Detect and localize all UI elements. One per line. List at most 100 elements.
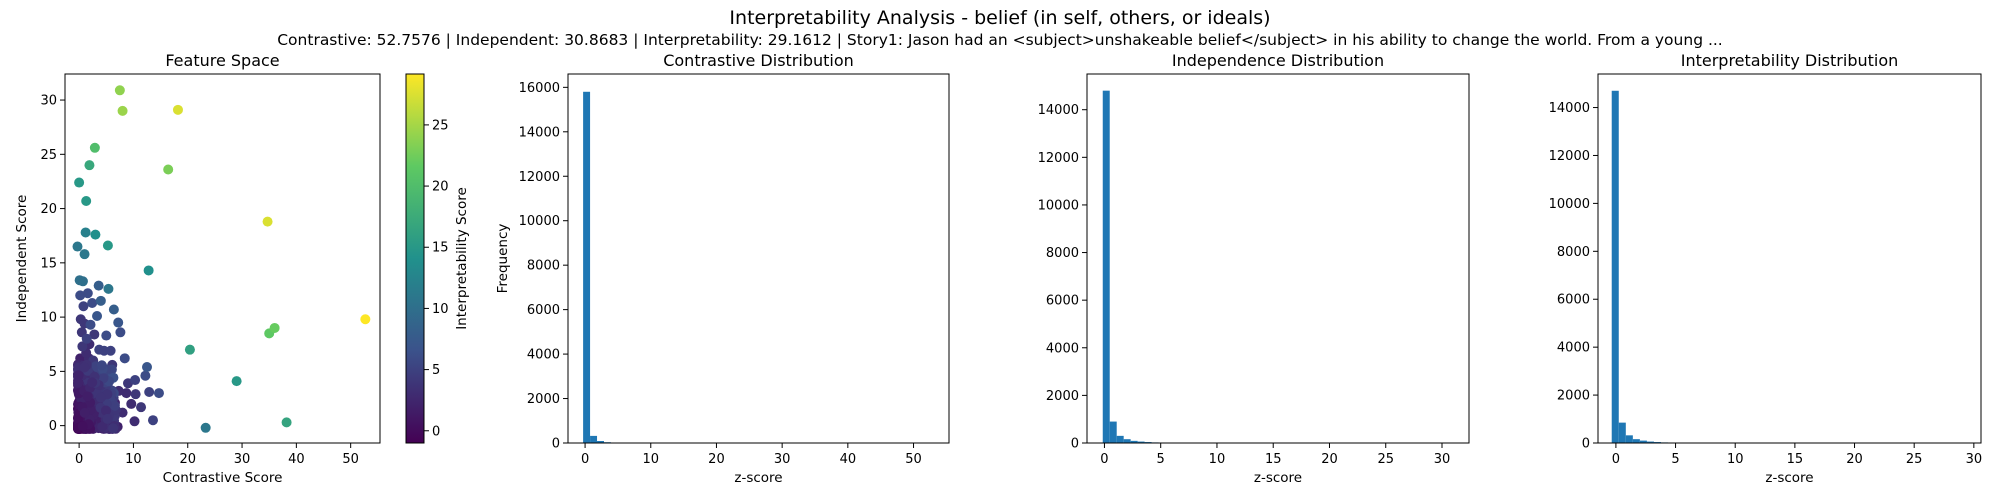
x-tick-label: 0 [1100, 452, 1108, 467]
x-tick-label: 40 [288, 452, 305, 467]
scatter-point [102, 240, 113, 251]
y-tick-label: 8000 [1046, 246, 1079, 261]
scatter-point [172, 104, 183, 115]
scatter-point [360, 314, 371, 325]
scatter-point [87, 377, 98, 388]
y-tick-label: 14000 [1549, 101, 1590, 116]
x-tick-label: 10 [642, 452, 659, 467]
scatter-point [85, 319, 96, 330]
histogram-bar [583, 91, 591, 443]
y-tick-label: 20 [40, 202, 57, 217]
scatter-point [82, 288, 93, 299]
scatter-point [113, 317, 124, 328]
y-tick-label: 10000 [519, 214, 560, 229]
x-tick-label: 20 [708, 452, 725, 467]
x-tick-label: 50 [905, 452, 922, 467]
scatter-point [87, 297, 98, 308]
scatter-point [84, 160, 95, 171]
histogram-bar [597, 440, 604, 443]
scatter-point [140, 370, 151, 381]
feature-space-plot-area [72, 85, 371, 434]
scatter-point [108, 304, 119, 315]
contrastive-dist-plot-area [583, 91, 653, 443]
x-tick-label: 20 [1846, 452, 1863, 467]
interpretability-dist-title: Interpretability Distribution [1681, 51, 1899, 70]
scatter-point [200, 422, 211, 433]
independence-dist-plot-area [1102, 90, 1187, 443]
y-tick-label: 0 [1582, 437, 1590, 452]
y-tick-label: 8000 [1557, 245, 1590, 260]
y-tick-label: 6000 [1046, 294, 1079, 309]
x-tick-label: 10 [1209, 452, 1226, 467]
feature-space-ylabel: Independent Score [14, 195, 30, 323]
x-tick-label: 25 [1377, 452, 1394, 467]
x-tick-label: 20 [179, 452, 196, 467]
colorbar-label: Interpretability Score [454, 187, 470, 330]
scatter-point [163, 164, 174, 175]
scatter-point [144, 386, 155, 397]
scatter-point [147, 415, 158, 426]
scatter-point [95, 295, 106, 306]
y-tick-label: 8000 [527, 259, 560, 274]
histogram-bar [1116, 435, 1124, 443]
y-tick-label: 10000 [1549, 197, 1590, 212]
y-tick-label: 10 [40, 311, 57, 326]
scatter-point [109, 400, 120, 411]
feature-space-frame [64, 73, 381, 444]
colorbar-tick-label: 20 [432, 180, 449, 195]
scatter-point [105, 345, 116, 356]
scatter-point [281, 417, 292, 428]
scatter-point [101, 330, 112, 341]
scatter-point [75, 290, 86, 301]
x-tick-label: 30 [234, 452, 251, 467]
histogram-bar [1625, 435, 1633, 443]
scatter-point [80, 227, 91, 238]
scatter-point [184, 344, 195, 355]
y-tick-label: 30 [40, 94, 57, 109]
x-tick-label: 25 [1906, 452, 1923, 467]
scatter-point [100, 405, 111, 416]
histogram-bar [1646, 441, 1654, 443]
x-tick-label: 10 [1727, 452, 1744, 467]
contrastive-dist-ylabel: Frequency [495, 224, 511, 294]
scatter-point [72, 241, 83, 252]
scatter-point [102, 413, 113, 424]
y-tick-label: 4000 [527, 348, 560, 363]
histogram-bar [1109, 421, 1117, 443]
scatter-point [129, 416, 140, 427]
y-tick-label: 12000 [1038, 151, 1079, 166]
figure-title: Interpretability Analysis - belief (in s… [729, 7, 1270, 29]
histogram-bar [1611, 90, 1619, 443]
histogram-bar [1639, 440, 1647, 443]
histogram-bar [1632, 439, 1640, 443]
figure-subtitle: Contrastive: 52.7576 | Independent: 30.8… [277, 31, 1723, 49]
x-tick-label: 0 [581, 452, 589, 467]
independence-dist-title: Independence Distribution [1172, 51, 1384, 70]
y-tick-label: 14000 [1038, 103, 1079, 118]
y-tick-label: 4000 [1046, 341, 1079, 356]
y-tick-label: 15 [40, 256, 57, 271]
independence-dist-frame [1086, 73, 1470, 444]
scatter-point [92, 311, 103, 322]
scatter-point [142, 362, 153, 373]
interpretability-dist-frame [1597, 73, 1982, 444]
scatter-point [117, 105, 128, 116]
scatter-point [95, 392, 106, 403]
x-tick-label: 15 [1787, 452, 1804, 467]
x-tick-label: 0 [75, 452, 83, 467]
colorbar-tick-label: 10 [432, 302, 449, 317]
x-tick-label: 5 [1671, 452, 1679, 467]
histogram-bar [1130, 440, 1138, 443]
histogram-bar [1123, 439, 1131, 443]
y-tick-label: 2000 [527, 392, 560, 407]
scatter-point [115, 327, 126, 338]
scatter-point [93, 280, 104, 291]
scatter-point [79, 407, 90, 418]
contrastive-distribution-panel: Contrastive Distribution z-score Frequen… [495, 51, 950, 486]
scatter-point [81, 195, 92, 206]
y-tick-label: 2000 [1046, 389, 1079, 404]
x-tick-label: 10 [125, 452, 142, 467]
histogram-bar [1137, 441, 1145, 443]
scatter-point [231, 376, 242, 387]
